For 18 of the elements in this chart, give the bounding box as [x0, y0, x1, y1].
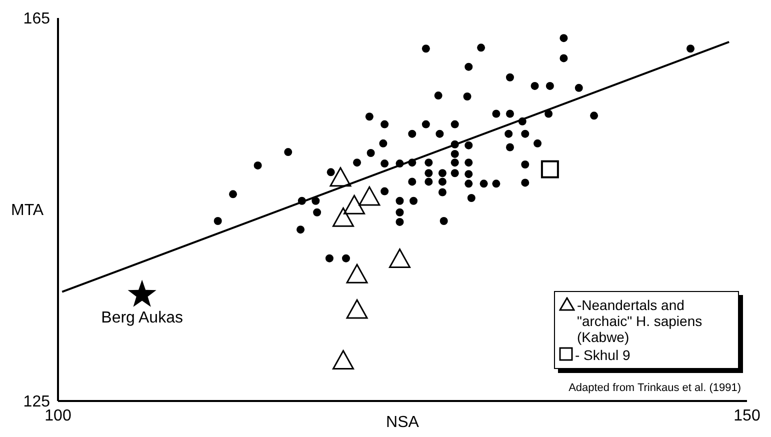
series-label: Berg Aukas	[101, 310, 183, 327]
point	[346, 299, 368, 319]
point	[330, 167, 352, 187]
point	[332, 207, 354, 227]
point	[128, 280, 156, 307]
annotation: Adapted from Trinkaus et al. (1991)	[568, 382, 741, 395]
legend-label: -Neandertals and "archaic" H. sapiens (Kabwe)	[577, 297, 704, 345]
y-tick-label: 165	[23, 10, 50, 28]
x-tick-label: 150	[734, 407, 760, 424]
point	[346, 264, 368, 284]
point	[332, 350, 354, 370]
point	[358, 186, 380, 206]
point	[540, 160, 559, 178]
y-axis-title: MTA	[11, 202, 44, 220]
point	[388, 248, 410, 268]
x-axis-title: NSA	[386, 414, 420, 431]
point	[344, 194, 366, 214]
legend-label: - Skhul 9	[575, 347, 630, 363]
